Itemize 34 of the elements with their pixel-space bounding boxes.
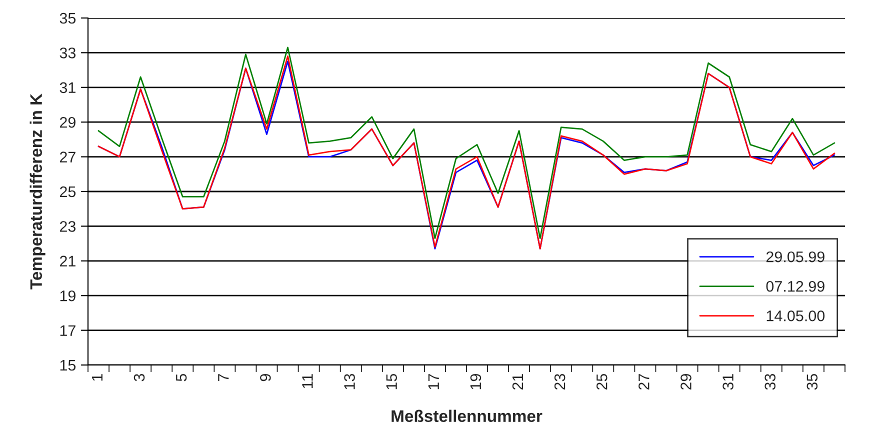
y-tick-label: 33	[60, 48, 76, 58]
y-tick-label: 29	[60, 116, 76, 128]
x-tick-label: 5	[176, 374, 187, 382]
y-tick-label: 17	[60, 325, 76, 336]
x-tick-label: 3	[134, 374, 145, 382]
x-tick-label: 25	[596, 374, 608, 390]
y-tick-label: 23	[60, 221, 76, 232]
y-tick-label: 27	[60, 152, 76, 162]
y-tick-label: 21	[60, 256, 76, 266]
x-axis-title: Meßstellennummer	[392, 410, 542, 422]
x-tick-label: 19	[470, 374, 482, 390]
legend-label: 14.05.00	[766, 310, 825, 322]
x-tick-label: 23	[554, 374, 566, 390]
x-tick-label: 9	[260, 374, 271, 382]
x-tick-label: 13	[344, 374, 355, 390]
y-tick-label: 35	[60, 12, 76, 24]
x-tick-label: 11	[302, 374, 313, 388]
y-tick-label: 25	[60, 186, 76, 198]
x-tick-label: 1	[92, 374, 102, 381]
y-tick-label: 19	[60, 290, 76, 302]
x-tick-label: 29	[680, 374, 692, 390]
legend-label: 29.05.99	[766, 251, 824, 262]
y-axis-title: Temperaturdifferenz in K	[30, 94, 46, 290]
legend-label: 07.12.99	[766, 280, 824, 292]
x-tick-label: 7	[218, 374, 229, 382]
x-tick-label: 21	[512, 374, 524, 390]
x-tick-label: 27	[638, 374, 650, 390]
y-tick-label: 31	[60, 82, 76, 94]
x-tick-label: 17	[428, 374, 439, 390]
x-tick-label: 33	[764, 374, 776, 390]
x-tick-label: 15	[386, 374, 398, 390]
x-tick-label: 31	[722, 374, 734, 390]
x-tick-label: 35	[806, 374, 818, 390]
y-tick-label: 15	[60, 360, 76, 371]
